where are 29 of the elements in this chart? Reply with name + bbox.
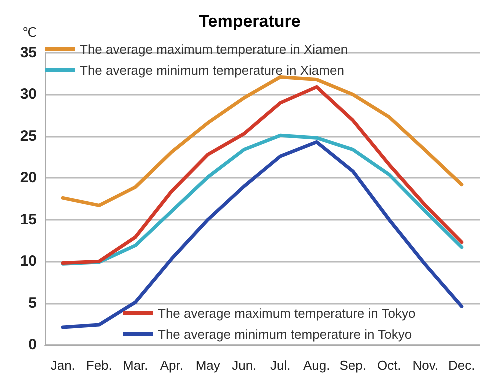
x-tick-label: Apr. — [160, 358, 184, 373]
x-tick-label: Oct. — [377, 358, 402, 373]
y-tick-label: 25 — [20, 128, 37, 145]
x-tick-label: May — [196, 358, 221, 373]
y-tick-label: 35 — [20, 44, 37, 62]
legend-label: The average maximum temperature in Xiamen — [80, 42, 348, 57]
y-tick-label: 5 — [28, 294, 37, 312]
x-tick-label: Jun. — [232, 358, 257, 373]
x-tick-label: Sep. — [340, 358, 366, 373]
y-tick-label: 15 — [20, 211, 37, 228]
x-tick-label: Jan. — [50, 358, 76, 373]
line-series — [61, 134, 464, 266]
x-tick-label: Feb. — [86, 358, 112, 373]
x-tick-label: Nov. — [412, 358, 439, 373]
x-tick-label: Jul. — [270, 358, 291, 373]
line-series — [61, 85, 464, 265]
legend-label: The average maximum temperature in Tokyo — [158, 306, 416, 321]
legend-label: The average minimum temperature in Tokyo — [158, 327, 412, 342]
y-axis-title: ℃ — [22, 25, 37, 40]
chart-title: Temperature — [199, 12, 301, 31]
line-series — [61, 140, 464, 330]
y-tick-label: 10 — [20, 253, 37, 270]
legend-label: The average minimum temperature in Xiamen — [80, 63, 344, 78]
x-tick-label: Aug. — [304, 358, 330, 373]
x-tick-label: Dec. — [448, 358, 476, 373]
y-tick-label: 20 — [20, 170, 37, 187]
y-tick-label: 30 — [20, 86, 37, 104]
y-tick-label: 0 — [28, 336, 37, 354]
x-tick-label: Mar. — [122, 358, 148, 373]
